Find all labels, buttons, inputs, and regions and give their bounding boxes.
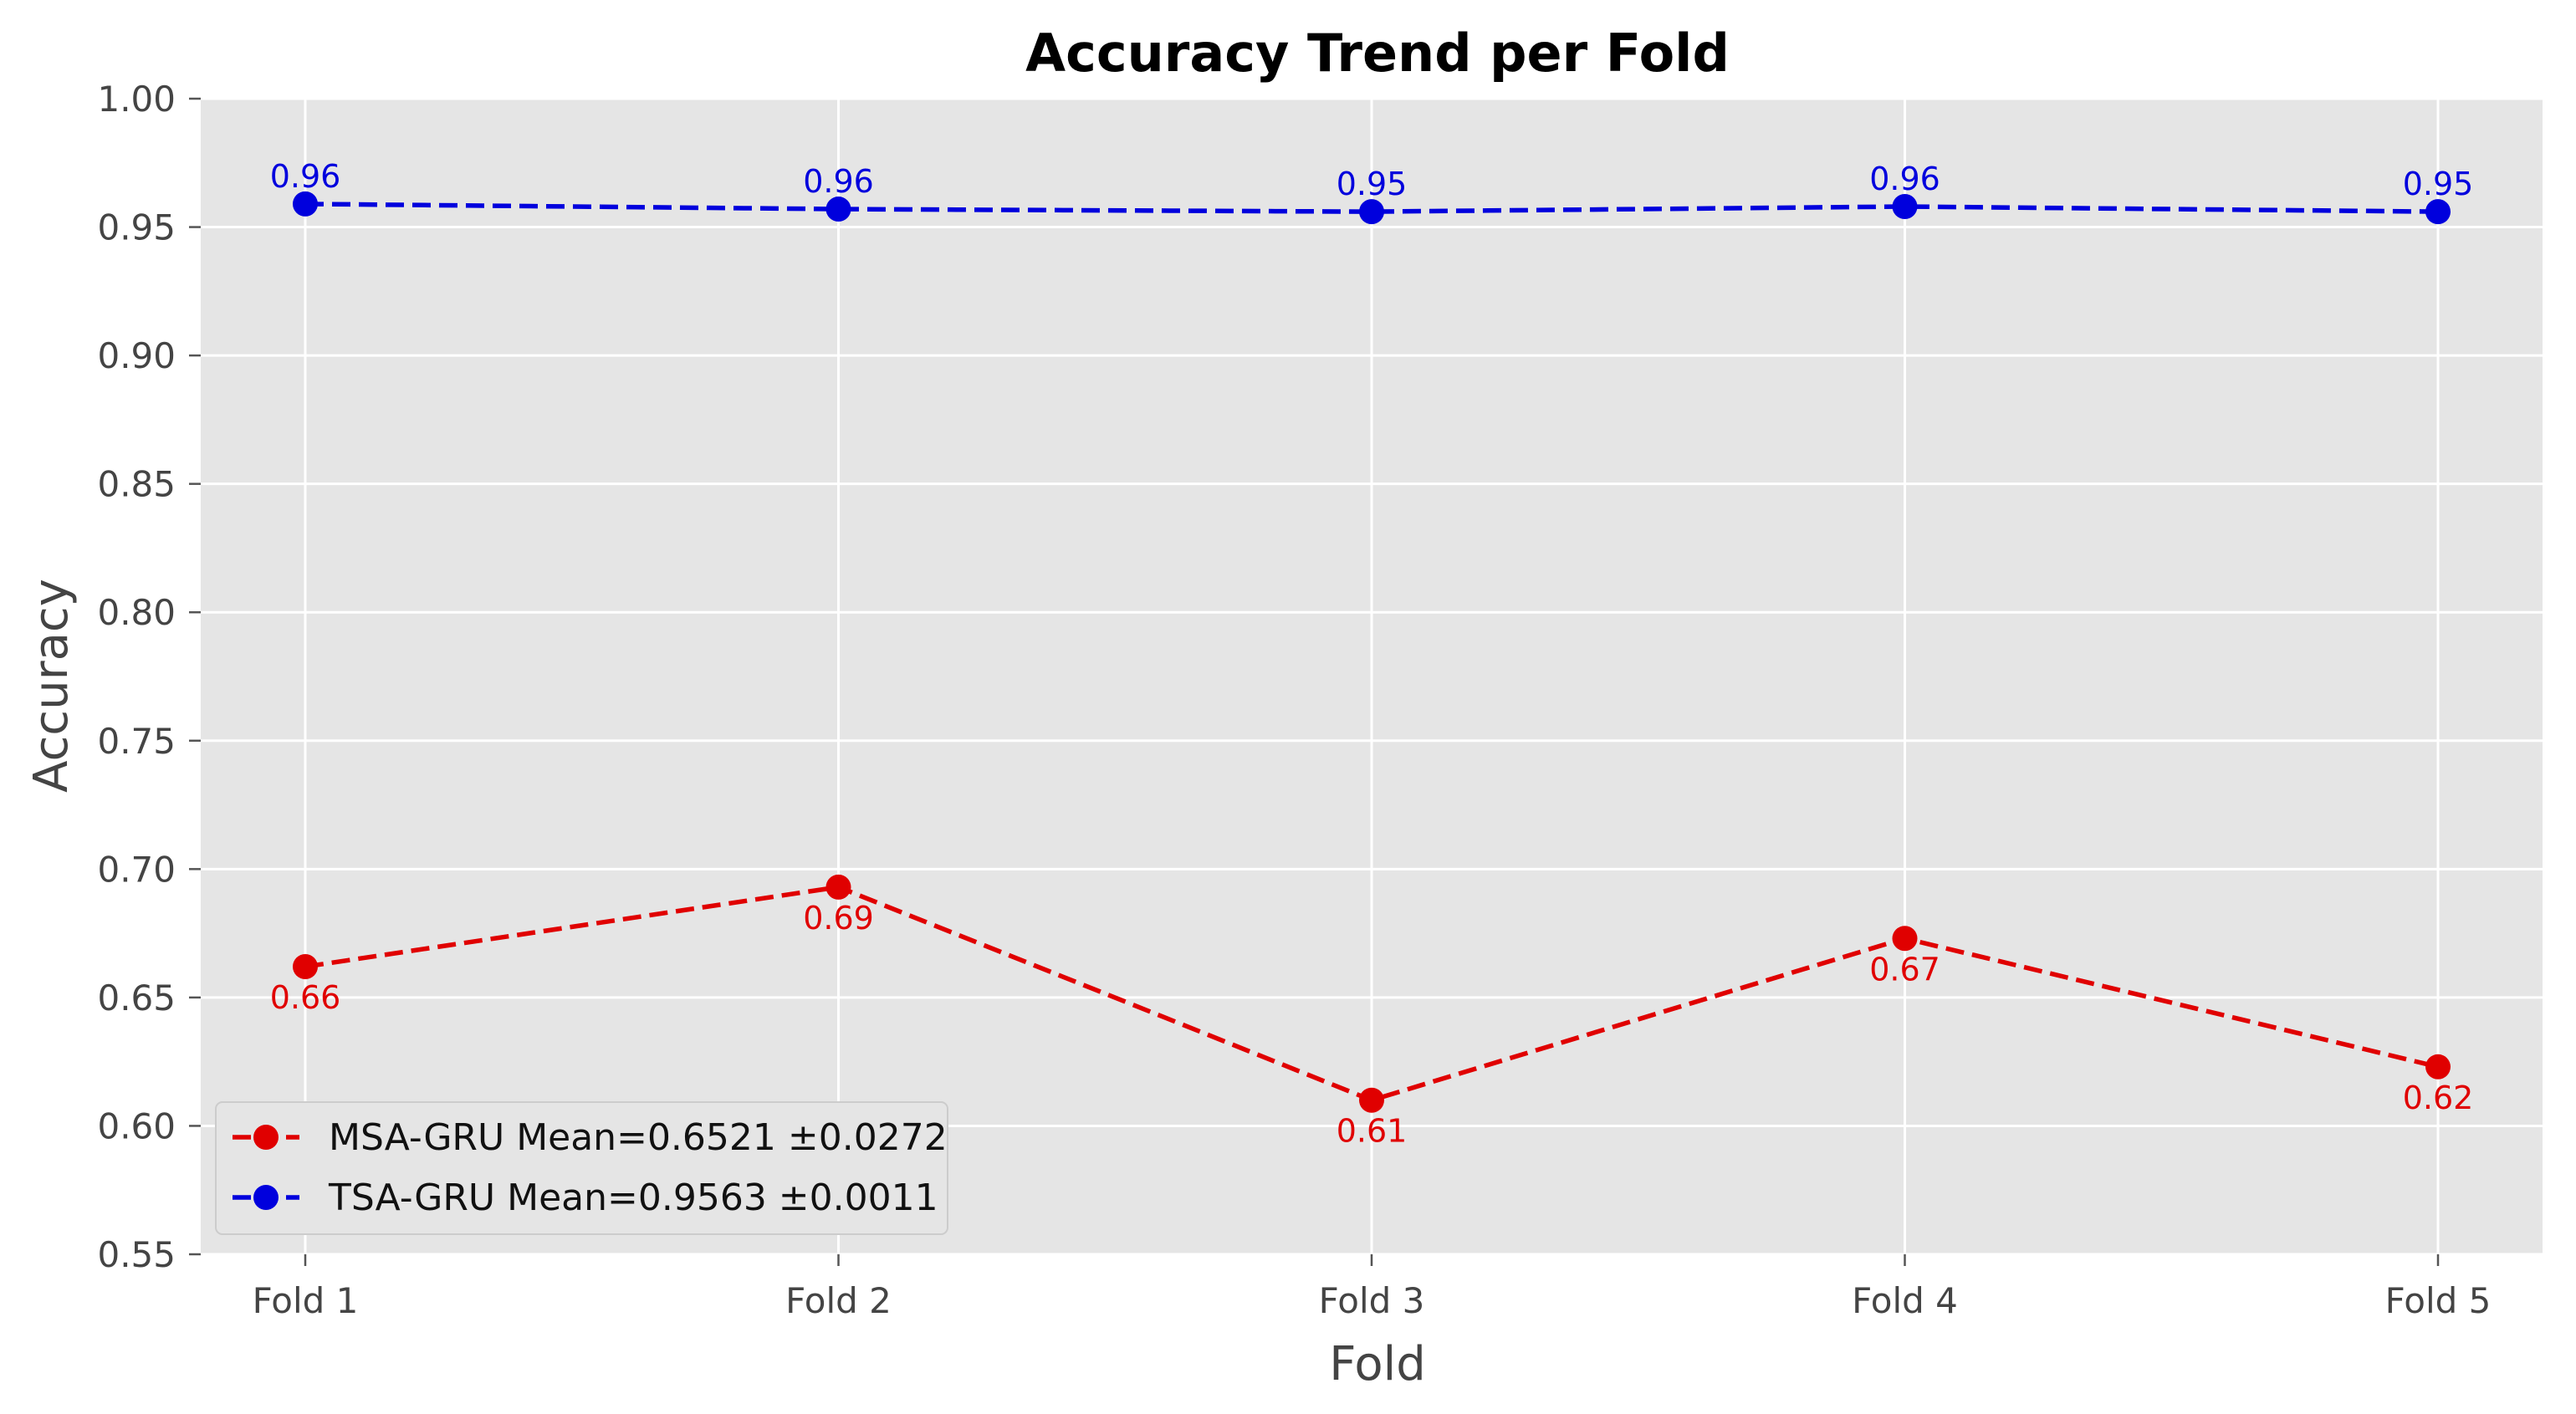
x-tick-label: Fold 1 xyxy=(253,1280,359,1321)
y-tick-label: 0.90 xyxy=(97,335,176,376)
y-tick-label: 0.95 xyxy=(97,207,176,248)
y-tick-label: 0.60 xyxy=(97,1105,176,1146)
legend: MSA-GRU Mean=0.6521 ±0.0272 TSA-GRU Mean=… xyxy=(215,1101,948,1235)
data-label: 0.69 xyxy=(803,900,874,937)
data-label: 0.61 xyxy=(1337,1113,1408,1150)
x-tick-label: Fold 4 xyxy=(1852,1280,1958,1321)
data-point xyxy=(1359,1087,1384,1113)
x-tick-label: Fold 5 xyxy=(2385,1280,2492,1321)
data-label: 0.95 xyxy=(1337,166,1408,202)
chart-title: Accuracy Trend per Fold xyxy=(1025,23,1730,84)
y-tick-label: 1.00 xyxy=(97,79,176,120)
data-point xyxy=(293,954,318,980)
data-label: 0.95 xyxy=(2403,166,2474,202)
y-axis: 0.55 0.60 0.65 0.70 0.75 0.80 0.85 0.90 0.95 1.00 xyxy=(97,79,201,1275)
data-label: 0.96 xyxy=(803,163,874,200)
data-label: 0.96 xyxy=(270,158,341,195)
data-point xyxy=(825,874,851,900)
y-tick-label: 0.80 xyxy=(97,592,176,633)
x-axis-label: Fold xyxy=(1329,1337,1426,1391)
x-tick-label: Fold 2 xyxy=(785,1280,892,1321)
data-point xyxy=(2425,199,2451,225)
data-point xyxy=(1892,926,1918,952)
x-axis: Fold 1 Fold 2 Fold 3 Fold 4 Fold 5 xyxy=(253,1254,2492,1321)
x-tick-label: Fold 3 xyxy=(1319,1280,1425,1321)
legend-entry: TSA-GRU Mean=0.9563 ±0.0011 xyxy=(328,1177,938,1219)
series-layer: 0.66 0.69 0.61 0.67 0.62 0.96 0.96 0.95 0.96 0.95 xyxy=(270,158,2474,1150)
legend-swatch-marker xyxy=(253,1185,279,1210)
data-point xyxy=(2425,1054,2451,1080)
data-label: 0.62 xyxy=(2403,1080,2474,1116)
y-tick-label: 0.85 xyxy=(97,464,176,505)
data-label: 0.96 xyxy=(1869,161,1940,197)
grid-lines xyxy=(201,97,2543,1256)
y-tick-label: 0.65 xyxy=(97,978,176,1018)
y-tick-label: 0.55 xyxy=(97,1234,176,1275)
data-label: 0.66 xyxy=(270,979,341,1016)
y-tick-label: 0.70 xyxy=(97,849,176,890)
y-axis-label: Accuracy xyxy=(24,579,79,793)
y-tick-label: 0.75 xyxy=(97,721,176,762)
series-line xyxy=(304,202,2439,214)
data-point xyxy=(825,197,851,222)
data-label: 0.67 xyxy=(1869,951,1940,988)
data-point xyxy=(1892,193,1918,219)
legend-swatch-marker xyxy=(253,1125,279,1150)
legend-box xyxy=(215,1101,948,1235)
data-point xyxy=(1359,199,1384,225)
legend-entry: MSA-GRU Mean=0.6521 ±0.0272 xyxy=(329,1116,948,1159)
data-point xyxy=(293,191,318,217)
